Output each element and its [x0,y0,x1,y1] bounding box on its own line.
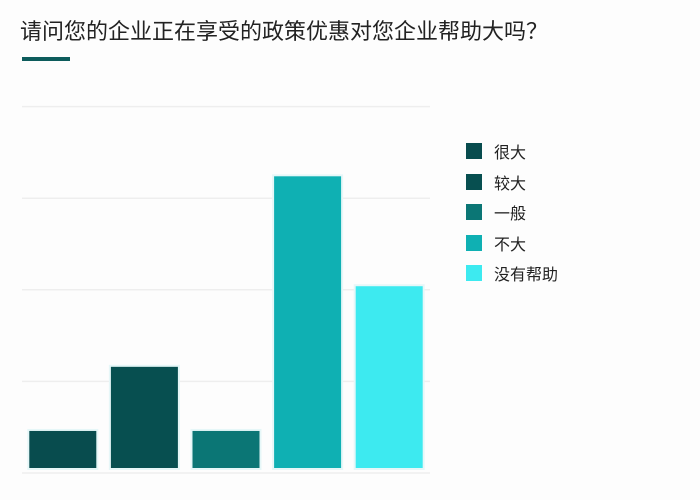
legend-swatch [466,204,482,221]
legend-swatch [466,143,482,160]
bar-很大 [27,428,99,470]
legend-label: 很大 [494,143,527,163]
legend-swatch [466,173,482,190]
bar-一般 [190,428,262,470]
legend-label: 较大 [494,173,527,193]
bar-不大 [272,174,344,471]
legend-label: 不大 [494,234,527,254]
legend-item: 不大 [466,228,558,259]
legend-item: 一般 [466,197,558,228]
legend-swatch [466,265,482,282]
bar-没有帮助 [353,284,425,470]
legend: 很大较大一般不大没有帮助 [466,136,558,289]
legend-swatch [466,234,482,251]
legend-item: 较大 [466,167,558,198]
title-accent-bar [22,57,70,61]
legend-item: 没有帮助 [466,258,558,289]
legend-item: 很大 [466,136,558,167]
legend-label: 一般 [494,204,527,224]
chart-title: 请问您的企业正在享受的政策优惠对您企业帮助大吗？ [20,20,549,45]
legend-label: 没有帮助 [494,265,559,285]
bar-较大 [108,364,180,470]
